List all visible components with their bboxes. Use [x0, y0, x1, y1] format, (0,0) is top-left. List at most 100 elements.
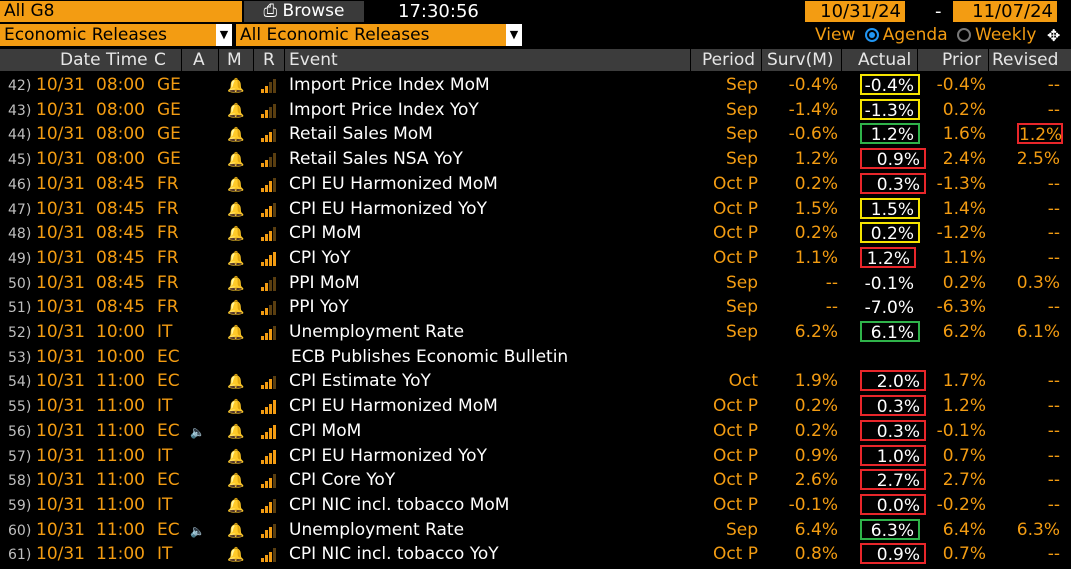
actual-value: 0.2%: [860, 222, 920, 244]
agenda-label[interactable]: Agenda: [882, 25, 948, 45]
table-row[interactable]: 59) 10/31 11:00 IT 🔔 CPI NIC incl. tobacco Mo…: [0, 493, 1071, 518]
table-row[interactable]: 42) 10/31 08:00 GE 🔔 Import Price Index MoM Se…: [0, 73, 1071, 98]
region-filter[interactable]: All G8: [0, 1, 242, 22]
col-actual[interactable]: Actual: [858, 50, 912, 70]
signal-bars-icon: [261, 276, 281, 291]
bell-icon[interactable]: 🔔: [227, 497, 245, 514]
table-row[interactable]: 50) 10/31 08:45 FR 🔔 PPI MoM Sep -- -0.1% 0.2% 0.3…: [0, 271, 1071, 296]
event-name[interactable]: ECB Publishes Economic Bulletin: [291, 344, 569, 369]
bell-icon[interactable]: 🔔: [227, 547, 245, 564]
event-name[interactable]: CPI EU Harmonized YoY: [289, 198, 487, 219]
bell-icon[interactable]: 🔔: [227, 176, 245, 193]
bell-icon[interactable]: 🔔: [227, 325, 245, 341]
bell-icon[interactable]: 🔔: [227, 423, 245, 440]
table-row[interactable]: 44) 10/31 08:00 GE 🔔 Retail Sales MoM Sep -0.6%…: [0, 122, 1071, 147]
release-date: 10/31: [36, 470, 85, 491]
table-row[interactable]: 46) 10/31 08:45 FR 🔔 CPI EU Harmonized MoM Oct…: [0, 172, 1071, 197]
event-name[interactable]: CPI EU Harmonized YoY: [289, 445, 487, 466]
bell-icon[interactable]: 🔔: [227, 127, 245, 144]
bell-icon[interactable]: 🔔: [227, 522, 245, 539]
col-country[interactable]: C: [154, 50, 166, 70]
revised-value: 6.3%: [1016, 519, 1060, 540]
bell-icon[interactable]: 🔔: [227, 300, 245, 317]
table-row[interactable]: 60) 10/31 11:00 EC 🔈 🔔 Unemployment Rate Sep 6.4…: [0, 518, 1071, 543]
bell-icon[interactable]: 🔔: [227, 201, 245, 218]
bell-icon[interactable]: 🔔: [227, 448, 245, 465]
signal-bar: [261, 385, 264, 390]
bell-icon[interactable]: 🔔: [227, 250, 245, 267]
table-row[interactable]: 61) 10/31 11:00 IT 🔔 CPI NIC incl. tobacco Yo…: [0, 542, 1071, 567]
event-name[interactable]: CPI Estimate YoY: [289, 371, 431, 392]
event-name[interactable]: CPI Core YoY: [289, 470, 396, 491]
survey-value: 6.2%: [794, 322, 838, 342]
agenda-radio[interactable]: [864, 28, 879, 42]
col-period[interactable]: Period: [702, 50, 756, 70]
signal-bar: [273, 202, 276, 217]
start-date-field[interactable]: 10/31/24: [805, 1, 905, 22]
event-name[interactable]: CPI MoM: [289, 420, 362, 441]
period-value: Oct P: [712, 494, 758, 515]
table-row[interactable]: 58) 10/31 11:00 EC 🔔 CPI Core YoY Oct P 2.6% 2.7…: [0, 468, 1071, 493]
table-row[interactable]: 54) 10/31 11:00 EC 🔔 CPI Estimate YoY Oct 1.9% 2…: [0, 369, 1071, 394]
table-row[interactable]: 47) 10/31 08:45 FR 🔔 CPI EU Harmonized YoY Oct…: [0, 197, 1071, 222]
bell-icon[interactable]: 🔔: [227, 78, 245, 94]
event-name[interactable]: CPI EU Harmonized MoM: [289, 396, 498, 417]
col-audio[interactable]: A: [193, 50, 205, 70]
end-date-field[interactable]: 11/07/24: [953, 1, 1057, 22]
col-revised[interactable]: Revised: [992, 50, 1059, 70]
event-name[interactable]: Unemployment Rate: [289, 322, 465, 342]
release-type-dropdown[interactable]: Economic Releases ▼: [0, 24, 232, 46]
survey-value: -1.4%: [788, 99, 838, 120]
event-name[interactable]: PPI MoM: [289, 272, 360, 293]
table-row[interactable]: 56) 10/31 11:00 EC 🔈 🔔 CPI MoM Oct P 0.2% 0.3% -0.…: [0, 419, 1071, 444]
col-prior[interactable]: Prior: [942, 50, 982, 70]
release-date: 10/31: [36, 445, 85, 466]
bell-icon[interactable]: 🔔: [227, 374, 245, 391]
prior-value: 6.4%: [942, 519, 986, 540]
bell-icon[interactable]: 🔔: [227, 473, 245, 490]
actual-value: 6.1%: [860, 321, 920, 343]
table-row[interactable]: 51) 10/31 08:45 FR 🔔 PPI YoY Sep -- -7.0% -6.3% --: [0, 295, 1071, 320]
bell-icon[interactable]: 🔔: [227, 399, 245, 416]
bell-icon[interactable]: 🔔: [227, 102, 245, 119]
country-code: IT: [157, 322, 173, 342]
event-name[interactable]: Retail Sales NSA YoY: [289, 149, 463, 170]
event-name[interactable]: CPI NIC incl. tobacco YoY: [289, 544, 499, 565]
release-date: 10/31: [36, 247, 85, 268]
event-name[interactable]: CPI EU Harmonized MoM: [289, 173, 498, 194]
bell-icon[interactable]: 🔔: [227, 226, 245, 243]
col-relevance[interactable]: R: [263, 50, 275, 70]
event-name[interactable]: Retail Sales MoM: [289, 124, 433, 145]
table-row[interactable]: 49) 10/31 08:45 FR 🔔 CPI YoY Oct P 1.1% 1.2% 1.1%…: [0, 246, 1071, 271]
weekly-label[interactable]: Weekly: [975, 25, 1037, 45]
event-name[interactable]: Import Price Index YoY: [289, 99, 479, 120]
actual-value: 0.9%: [860, 148, 926, 170]
weekly-radio[interactable]: [957, 28, 972, 42]
country-code: FR: [157, 297, 179, 318]
table-row[interactable]: 55) 10/31 11:00 IT 🔔 CPI EU Harmonized MoM Oct…: [0, 394, 1071, 419]
speaker-icon[interactable]: 🔈: [190, 424, 205, 439]
col-monitor[interactable]: M: [227, 50, 242, 70]
event-name[interactable]: CPI YoY: [289, 247, 351, 268]
table-row[interactable]: 57) 10/31 11:00 IT 🔔 CPI EU Harmonized YoY Oct…: [0, 444, 1071, 469]
settings-icon[interactable]: ✥: [1047, 26, 1061, 45]
col-event[interactable]: Event: [289, 50, 338, 70]
browse-button[interactable]: ⎙ Browse: [244, 1, 364, 22]
table-row[interactable]: 53) 10/31 10:00 EC ECB Publishes Economic Bu…: [0, 344, 1071, 370]
bell-icon[interactable]: 🔔: [227, 152, 245, 169]
table-row[interactable]: 48) 10/31 08:45 FR 🔔 CPI MoM Oct P 0.2% 0.2% -1.2…: [0, 221, 1071, 246]
speaker-icon[interactable]: 🔈: [190, 523, 205, 538]
table-row[interactable]: 43) 10/31 08:00 GE 🔔 Import Price Index YoY Se…: [0, 98, 1071, 123]
table-row[interactable]: 52) 10/31 10:00 IT 🔔 Unemployment Rate Sep 6.2%…: [0, 320, 1071, 345]
row-index: 47): [8, 201, 32, 218]
col-survey[interactable]: Surv(M): [767, 50, 834, 70]
event-name[interactable]: PPI YoY: [289, 297, 349, 318]
event-name[interactable]: Import Price Index MoM: [289, 75, 490, 95]
event-name[interactable]: Unemployment Rate: [289, 519, 465, 540]
bell-icon[interactable]: 🔔: [227, 275, 245, 292]
table-row[interactable]: 45) 10/31 08:00 GE 🔔 Retail Sales NSA YoY Sep 1…: [0, 147, 1071, 172]
event-name[interactable]: CPI NIC incl. tobacco MoM: [289, 494, 510, 515]
col-datetime[interactable]: Date Time: [60, 50, 148, 70]
release-filter-dropdown[interactable]: All Economic Releases ▼: [236, 24, 522, 46]
event-name[interactable]: CPI MoM: [289, 223, 362, 244]
